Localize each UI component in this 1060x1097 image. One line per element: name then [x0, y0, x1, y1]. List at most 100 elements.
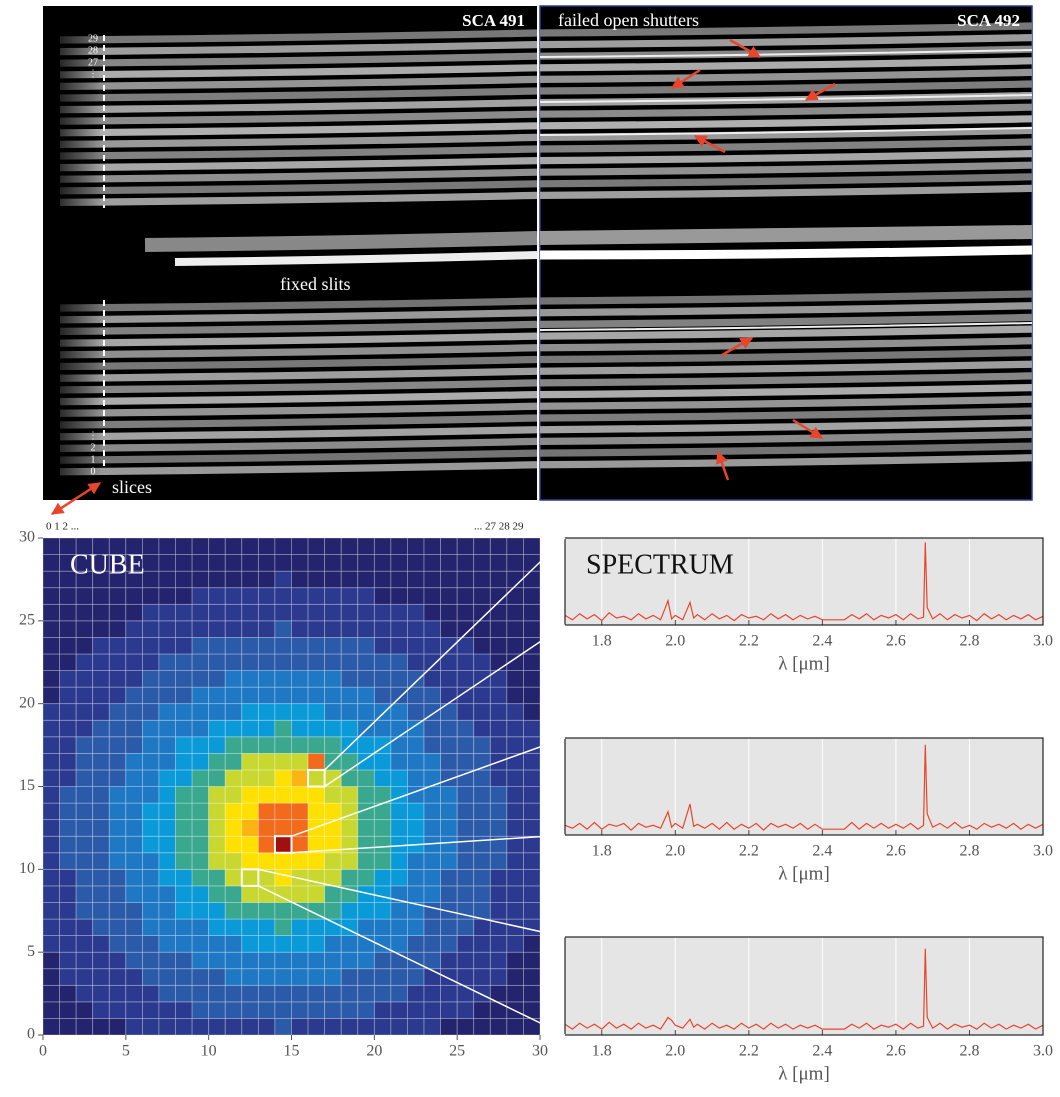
cell: [373, 852, 392, 870]
cell: [125, 1001, 143, 1019]
cell: [75, 620, 94, 638]
cell: [373, 620, 392, 638]
cell: [191, 984, 210, 1003]
cell: [92, 984, 110, 1003]
cell: [456, 968, 475, 986]
cell: [42, 670, 60, 688]
cell: [125, 620, 143, 638]
cell: [307, 968, 326, 986]
cell: [241, 835, 259, 854]
cell: [274, 752, 292, 771]
cell: [291, 736, 309, 754]
trace: [539, 419, 1033, 434]
cell: [175, 719, 193, 738]
cell: [456, 786, 475, 804]
cell: [407, 984, 425, 1003]
cell: [423, 984, 441, 1003]
cell: [208, 984, 226, 1003]
cell: [274, 984, 292, 1003]
trace: [539, 34, 1033, 49]
cell: [274, 736, 292, 754]
cell: [191, 670, 210, 688]
cell: [340, 935, 359, 953]
cell: [357, 637, 375, 655]
x-tick-label: 20: [366, 1043, 382, 1060]
cell: [291, 537, 309, 555]
cell: [158, 885, 176, 903]
cell: [307, 637, 326, 655]
cell: [274, 819, 292, 837]
cell: [241, 603, 259, 622]
cell: [75, 736, 94, 754]
cell: [390, 587, 408, 605]
cell: [59, 603, 77, 622]
cell: [141, 1018, 160, 1036]
cell: [224, 769, 243, 787]
x-tick-label: 5: [122, 1043, 130, 1060]
cell: [523, 620, 541, 638]
cell: [274, 637, 292, 655]
cell: [241, 554, 259, 572]
cell: [191, 918, 210, 936]
cell: [324, 637, 342, 655]
cell: [108, 802, 127, 821]
cell: [357, 968, 375, 986]
x-tick-label: 2.8: [959, 633, 979, 650]
cell: [274, 603, 292, 622]
cell: [241, 570, 259, 589]
cell: [108, 686, 127, 705]
cell: [423, 868, 441, 887]
cell: [175, 752, 193, 771]
cell: [141, 984, 160, 1003]
cell: [390, 670, 408, 688]
cell: [175, 935, 193, 953]
trace: [539, 348, 1033, 364]
cell: [141, 670, 160, 688]
cell: [523, 554, 541, 572]
cell: [75, 637, 94, 655]
cell: [208, 719, 226, 738]
cell: [324, 670, 342, 688]
cell: [125, 1018, 143, 1036]
cell: [440, 786, 458, 804]
cell: [92, 537, 110, 555]
cell: [373, 670, 392, 688]
cell: [42, 1018, 60, 1036]
cell: [373, 686, 392, 705]
cell: [373, 835, 392, 854]
cell: [423, 587, 441, 605]
cell: [307, 537, 326, 555]
cell: [357, 918, 375, 936]
cell: [523, 868, 541, 887]
cell: [307, 951, 326, 970]
annotation: fixed slits: [280, 274, 351, 294]
cell: [175, 868, 193, 887]
arrow: [50, 481, 102, 516]
cell: [473, 984, 491, 1003]
cell: [307, 570, 326, 589]
cell: [423, 603, 441, 622]
cell: [390, 537, 408, 555]
cell: [407, 603, 425, 622]
cell: [175, 736, 193, 754]
x-axis-label: λ [μm]: [778, 653, 830, 674]
cell: [423, 852, 441, 870]
bright-trace: [539, 127, 1033, 136]
cell: [75, 918, 94, 936]
cell: [241, 902, 259, 920]
cell: [125, 670, 143, 688]
cell: [257, 653, 276, 671]
cell: [440, 570, 458, 589]
cell: [307, 653, 326, 671]
cell: [191, 951, 210, 970]
cell: [440, 885, 458, 903]
cell: [423, 769, 441, 787]
cell: [324, 786, 342, 804]
trace: [539, 22, 1033, 37]
cell: [357, 852, 375, 870]
cell: [456, 1018, 475, 1036]
cell: [357, 1018, 375, 1036]
cell: [59, 653, 77, 671]
cell: [125, 819, 143, 837]
